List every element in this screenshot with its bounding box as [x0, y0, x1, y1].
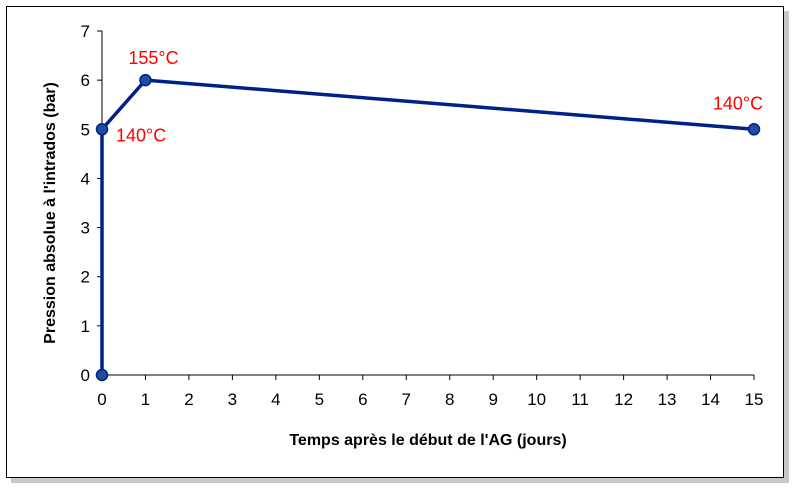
x-tick-label: 2: [184, 390, 193, 409]
x-tick-label: 12: [614, 390, 633, 409]
series-layer: [95, 73, 761, 382]
x-tick-label: 9: [488, 390, 497, 409]
data-point: [747, 123, 761, 136]
x-axis-title: Temps après le début de l'AG (jours): [289, 432, 566, 449]
x-tick-label: 7: [402, 390, 411, 409]
x-tick-label: 1: [141, 390, 150, 409]
data-label: 155°C: [128, 48, 178, 68]
x-tick-label: 6: [358, 390, 367, 409]
y-tick-label: 1: [81, 317, 90, 336]
x-tick-label: 13: [658, 390, 677, 409]
x-tick-label: 14: [701, 390, 720, 409]
x-tick-label: 3: [228, 390, 237, 409]
x-tick-label: 15: [745, 390, 764, 409]
y-tick-label: 5: [81, 120, 90, 139]
data-point: [139, 73, 152, 87]
chart-frame: 0 1 2 3 4 5 6 7 0 1 2 3 4 5 6 7 8 9 10 11 12 13 14 15 140°C 155°…: [6, 6, 784, 478]
y-tick-label: 0: [81, 366, 90, 385]
x-tick-label: 0: [97, 390, 106, 409]
y-tick-label: 7: [81, 22, 90, 41]
y-tick-label: 4: [81, 169, 90, 188]
data-label: 140°C: [713, 93, 763, 113]
y-tick-label: 6: [81, 71, 90, 90]
y-tick-label: 3: [81, 219, 90, 238]
data-label: 140°C: [116, 125, 166, 145]
annotation-layer: 140°C 155°C 140°C: [116, 48, 763, 145]
x-tick-label: 10: [527, 390, 546, 409]
data-point: [95, 368, 109, 382]
series-line: [100, 78, 756, 377]
x-tick-label: 8: [445, 390, 454, 409]
data-point: [95, 123, 109, 136]
y-axis-title: Pression absolue à l'intrados (bar): [42, 82, 59, 344]
y-tick-label: 2: [81, 268, 90, 287]
x-tick-label: 5: [315, 390, 324, 409]
x-tick-label: 11: [571, 390, 589, 409]
x-tick-label: 4: [271, 390, 280, 409]
